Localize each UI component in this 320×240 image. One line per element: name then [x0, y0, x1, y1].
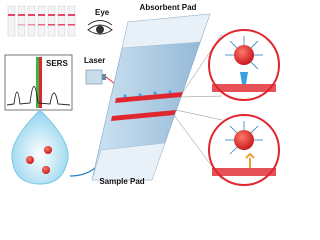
- sers-label: SERS: [46, 59, 68, 68]
- test-strips: [7, 5, 76, 37]
- lateral-flow-strip: [91, 13, 211, 181]
- zoom-control-line: [208, 114, 280, 186]
- diagram: Eye Absorbent Pad SERS Laser Sample Pad: [4, 3, 280, 186]
- zoom-test-line: [208, 29, 280, 101]
- sample-droplet: [11, 109, 96, 185]
- laser-label: Laser: [84, 56, 105, 65]
- eye-icon: [87, 20, 113, 35]
- absorbent-pad-label: Absorbent Pad: [140, 3, 197, 12]
- eye-label: Eye: [95, 8, 110, 17]
- sample-pad-label: Sample Pad: [99, 177, 144, 186]
- sers-spectrum: [4, 54, 73, 111]
